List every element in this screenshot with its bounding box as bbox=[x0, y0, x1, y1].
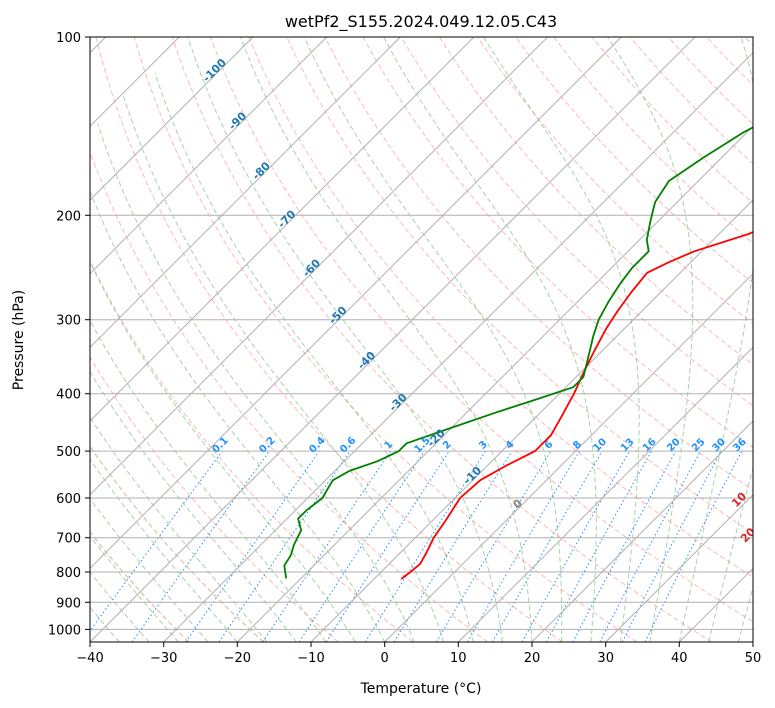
x-tick-label: −40 bbox=[76, 651, 103, 666]
x-tick-label: 10 bbox=[450, 651, 467, 666]
isotherm-line bbox=[90, 37, 622, 570]
isotherm-line bbox=[236, 125, 753, 642]
moist-adiabat-line bbox=[607, 37, 694, 642]
dry-adiabat-line bbox=[400, 37, 753, 407]
profile-series bbox=[283, 126, 753, 580]
isotherm-line bbox=[531, 420, 753, 642]
moist-adiabat-line bbox=[90, 189, 386, 642]
mixing-ratio-line bbox=[90, 450, 223, 632]
moist-adiabat-line bbox=[90, 416, 268, 642]
moist-adiabat-line bbox=[122, 94, 445, 642]
mixing-ratio-line bbox=[393, 450, 513, 642]
dry-adiabat-line bbox=[477, 37, 753, 325]
moist-adiabat-line bbox=[187, 37, 503, 642]
dry-adiabat-line bbox=[591, 37, 753, 204]
dry-adiabat-line bbox=[438, 37, 753, 366]
mixing-ratio-line bbox=[185, 450, 320, 642]
y-tick-label: 300 bbox=[56, 314, 81, 329]
dry-adiabat-line bbox=[90, 356, 339, 642]
isotherm-line bbox=[90, 37, 328, 275]
mixing-ratio-lines bbox=[90, 450, 743, 642]
mixing-ratio-line bbox=[325, 450, 450, 642]
isotherm-line bbox=[90, 37, 475, 422]
x-tick-label: 40 bbox=[671, 651, 688, 666]
mixing-ratio-line bbox=[262, 450, 392, 642]
y-tick-label: 1000 bbox=[48, 623, 81, 638]
x-axis: −40 −30 −20 −10 0 10 20 30 40 50 bbox=[76, 642, 761, 666]
dry-adiabat-line bbox=[171, 37, 712, 642]
x-tick-label: −20 bbox=[224, 651, 251, 666]
y-tick-label: 500 bbox=[56, 445, 81, 460]
y-tick-label: 900 bbox=[56, 596, 81, 611]
isotherm-line bbox=[90, 37, 254, 201]
dry-adiabat-line bbox=[286, 37, 753, 534]
y-tick-label: 400 bbox=[56, 388, 81, 403]
mixing-ratio-line bbox=[298, 450, 425, 642]
moist-adiabat-line bbox=[303, 37, 563, 642]
dry-adiabat-line bbox=[248, 37, 753, 578]
isotherm-line bbox=[90, 37, 696, 642]
y-tick-label: 700 bbox=[56, 532, 81, 547]
mixing-ratio-line bbox=[131, 450, 270, 642]
moist-adiabat-line bbox=[239, 37, 533, 642]
y-axis: 100 200 300 400 500 600 700 800 900 1000 bbox=[48, 31, 90, 638]
dry-adiabat-line bbox=[553, 37, 753, 244]
x-tick-label: −30 bbox=[150, 651, 177, 666]
isotherm-line bbox=[457, 346, 753, 642]
dry-adiabat-line bbox=[95, 37, 563, 642]
moist-adiabat-line bbox=[90, 458, 238, 642]
dry-adiabat-line bbox=[90, 259, 414, 642]
x-tick-label: −10 bbox=[297, 651, 324, 666]
moist-adiabat-line bbox=[383, 37, 597, 642]
plot-area: 0.1 0.2 0.4 0.6 1 1.5 2 3 4 6 8 10 13 16 20 25 30 36-100-… bbox=[90, 37, 753, 642]
mixing-ratio-line bbox=[572, 450, 677, 642]
plot-frame bbox=[89, 36, 754, 643]
isotherm-line bbox=[384, 272, 753, 642]
x-tick-label: 0 bbox=[381, 651, 389, 666]
moist-adiabat-line bbox=[90, 606, 120, 642]
temperature-profile bbox=[400, 231, 753, 580]
isobar-grid bbox=[90, 37, 753, 630]
chart-title: wetPf2_S155.2024.049.12.05.C43 bbox=[285, 12, 557, 32]
isotherm-line bbox=[90, 37, 401, 349]
y-axis-label: Pressure (hPa) bbox=[11, 290, 27, 390]
dry-adiabat-line bbox=[90, 530, 190, 642]
x-axis-label: Temperature (°C) bbox=[360, 681, 482, 697]
moist-adiabat-line bbox=[90, 260, 356, 642]
mixing-ratio-line bbox=[545, 450, 653, 642]
y-tick-label: 800 bbox=[56, 566, 81, 581]
y-tick-label: 600 bbox=[56, 492, 81, 507]
moist-adiabat-line bbox=[154, 72, 474, 642]
moist-adiabat-line bbox=[90, 319, 327, 642]
isotherm-line bbox=[163, 51, 753, 642]
y-tick-label: 200 bbox=[56, 209, 81, 224]
isotherm-line bbox=[310, 199, 753, 642]
moist-adiabat-line bbox=[708, 466, 753, 642]
isotherm-line bbox=[605, 493, 753, 642]
dry-adiabat-line bbox=[90, 150, 488, 642]
y-tick-label: 100 bbox=[56, 31, 81, 46]
dewpoint-profile bbox=[283, 126, 753, 579]
dry-adiabat-line bbox=[324, 37, 753, 491]
isotherm-line bbox=[90, 37, 549, 496]
dry-adiabat-line bbox=[210, 37, 753, 623]
x-tick-label: 30 bbox=[597, 651, 614, 666]
moist-adiabat-line bbox=[737, 585, 753, 642]
dry-adiabat-line bbox=[133, 37, 638, 642]
x-tick-label: 20 bbox=[524, 651, 541, 666]
x-tick-label: 50 bbox=[745, 651, 762, 666]
mixing-ratio-line bbox=[521, 450, 630, 642]
mixing-ratio-line bbox=[644, 450, 743, 642]
mixing-ratio-line bbox=[218, 450, 351, 642]
moist-adiabat-line bbox=[90, 497, 209, 642]
isotherm-grid bbox=[90, 37, 753, 642]
